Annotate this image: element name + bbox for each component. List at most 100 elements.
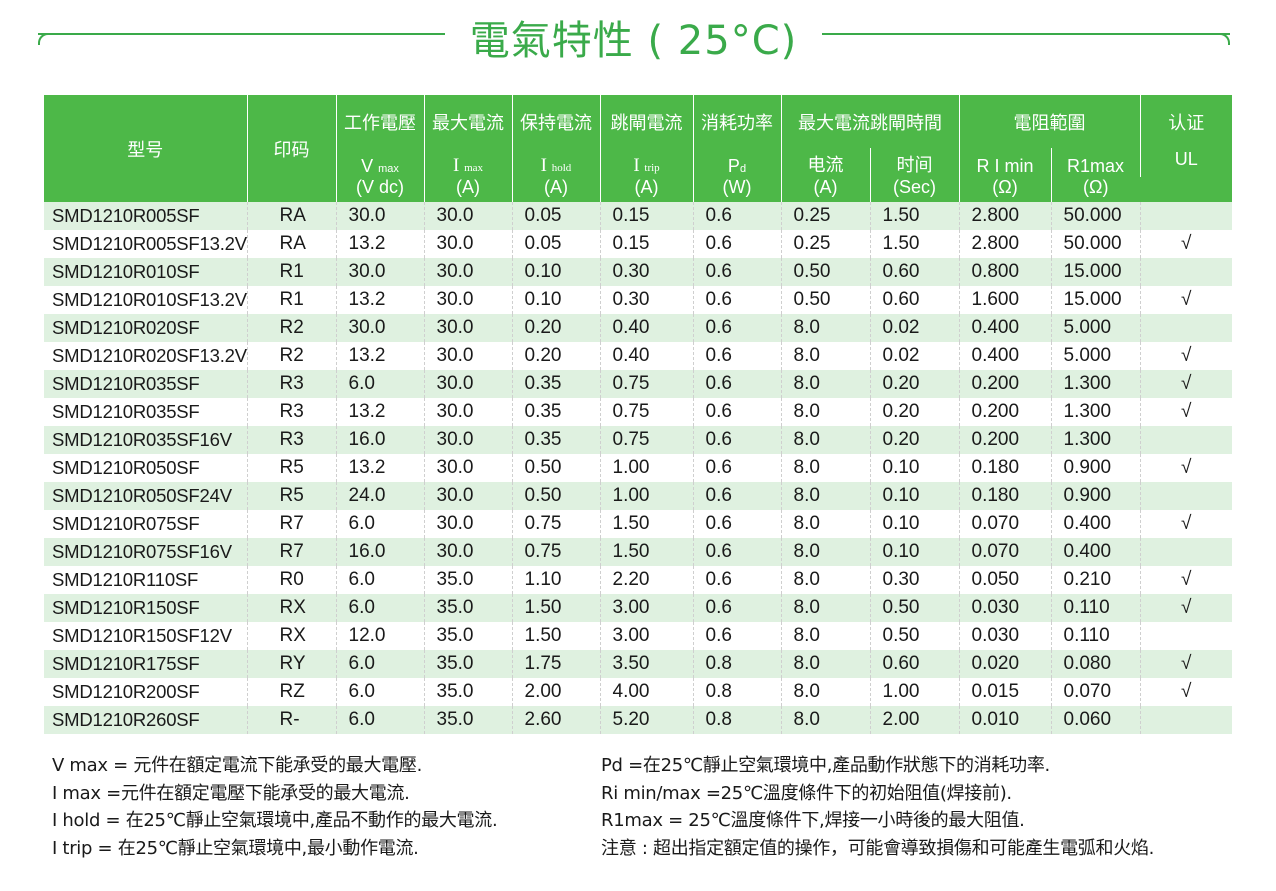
cell-pd: 0.8 xyxy=(693,678,782,706)
cell-trip-time: 0.60 xyxy=(870,286,960,314)
cell-rmin: 1.600 xyxy=(959,286,1052,314)
cell-model: SMD1210R005SF13.2V xyxy=(44,230,248,258)
header-pd: Pd xyxy=(693,148,782,177)
header-imax: I max xyxy=(424,148,513,177)
header-trip-current: 跳閘電流 xyxy=(600,95,694,148)
cell-rmax: 0.080 xyxy=(1051,650,1141,678)
header-max-trip-time: 最大電流跳閘時間 xyxy=(781,95,960,148)
cell-pd: 0.6 xyxy=(693,314,782,342)
cell-trip-current: 8.0 xyxy=(781,538,871,566)
table-row: SMD1210R050SF R5 13.2 30.0 0.50 1.00 0.6 8.0 0.1… xyxy=(44,454,1232,482)
table-row: SMD1210R020SF13.2V R2 13.2 30.0 0.20 0.40 0.6 8… xyxy=(44,342,1232,370)
cell-rmin: 2.800 xyxy=(959,230,1052,258)
table-row: SMD1210R035SF16V R3 16.0 30.0 0.35 0.75 0.6 8.0… xyxy=(44,426,1232,454)
cell-model: SMD1210R175SF xyxy=(44,650,248,678)
cell-mark: RA xyxy=(247,202,337,230)
cell-vmax: 30.0 xyxy=(336,314,425,342)
cell-ul: √ xyxy=(1181,513,1192,534)
cell-pd: 0.6 xyxy=(693,398,782,426)
cell-trip-current: 8.0 xyxy=(781,342,871,370)
header-ul: UL xyxy=(1140,148,1232,202)
cell-imax: 30.0 xyxy=(424,286,513,314)
cell-rmin: 0.030 xyxy=(959,622,1052,650)
cell-model: SMD1210R035SF xyxy=(44,370,248,398)
cell-ihold: 2.00 xyxy=(512,678,601,706)
cell-ul xyxy=(1140,314,1232,342)
cell-mark: R- xyxy=(247,706,337,734)
cell-itrip: 0.15 xyxy=(600,230,694,258)
cell-imax: 30.0 xyxy=(424,258,513,286)
header-ihold: I hold xyxy=(512,148,601,177)
cell-ul: √ xyxy=(1181,289,1192,310)
cell-ul xyxy=(1140,426,1232,454)
cell-ihold: 0.05 xyxy=(512,230,601,258)
cell-imax: 30.0 xyxy=(424,398,513,426)
cell-vmax: 12.0 xyxy=(336,622,425,650)
cell-trip-time: 0.10 xyxy=(870,538,960,566)
cell-model: SMD1210R150SF12V xyxy=(44,622,248,650)
page-title: 電氣特性 ( 25°C) xyxy=(469,18,798,64)
cell-pd: 0.8 xyxy=(693,650,782,678)
cell-itrip: 0.40 xyxy=(600,342,694,370)
cell-rmin: 0.050 xyxy=(959,566,1052,594)
cell-vmax: 30.0 xyxy=(336,258,425,286)
cell-rmax: 0.210 xyxy=(1051,566,1141,594)
table-body: SMD1210R005SF RA 30.0 30.0 0.05 0.15 0.6 0.25 1.… xyxy=(44,202,1232,734)
cell-ihold: 2.60 xyxy=(512,706,601,734)
cell-itrip: 1.00 xyxy=(600,482,694,510)
cell-trip-current: 8.0 xyxy=(781,678,871,706)
cell-mark: RX xyxy=(247,622,337,650)
cell-ihold: 0.05 xyxy=(512,202,601,230)
cell-itrip: 0.75 xyxy=(600,426,694,454)
cell-model: SMD1210R050SF xyxy=(44,454,248,482)
cell-imax: 30.0 xyxy=(424,342,513,370)
cell-model: SMD1210R010SF13.2V xyxy=(44,286,248,314)
note-pd: Pd =在25℃靜止空氣環境中,產品動作狀態下的消耗功率. xyxy=(601,755,1050,776)
cell-vmax: 13.2 xyxy=(336,454,425,482)
cell-ihold: 0.10 xyxy=(512,286,601,314)
title-rule-left xyxy=(38,33,445,45)
cell-trip-time: 0.50 xyxy=(870,622,960,650)
cell-trip-time: 0.02 xyxy=(870,314,960,342)
cell-itrip: 1.50 xyxy=(600,538,694,566)
cell-pd: 0.6 xyxy=(693,258,782,286)
cell-model: SMD1210R020SF13.2V xyxy=(44,342,248,370)
header-resistance: 電阻範圍 xyxy=(959,95,1141,148)
cell-pd: 0.6 xyxy=(693,566,782,594)
cell-rmin: 2.800 xyxy=(959,202,1052,230)
electrical-spec-table: 型号 印码 工作電壓 最大電流 保持電流 跳閘電流 消耗功率 最大電流跳閘時間 … xyxy=(44,95,1232,734)
cell-imax: 30.0 xyxy=(424,538,513,566)
cell-mark: R0 xyxy=(247,566,337,594)
cell-rmax: 50.000 xyxy=(1051,202,1141,230)
cell-rmax: 0.110 xyxy=(1051,594,1141,622)
cell-ihold: 1.10 xyxy=(512,566,601,594)
cell-model: SMD1210R020SF xyxy=(44,314,248,342)
cell-vmax: 6.0 xyxy=(336,594,425,622)
cell-trip-current: 8.0 xyxy=(781,594,871,622)
cell-vmax: 16.0 xyxy=(336,538,425,566)
cell-pd: 0.6 xyxy=(693,370,782,398)
cell-mark: RX xyxy=(247,594,337,622)
cell-imax: 35.0 xyxy=(424,566,513,594)
header-cert: 认证 xyxy=(1140,95,1232,148)
unit-itrip: (A) xyxy=(600,177,694,202)
cell-ihold: 1.75 xyxy=(512,650,601,678)
cell-ul: √ xyxy=(1181,233,1192,254)
cell-itrip: 0.40 xyxy=(600,314,694,342)
header-time-label: 时间 xyxy=(870,148,960,177)
cell-model: SMD1210R035SF16V xyxy=(44,426,248,454)
note-ri: Ri min/max =25℃溫度條件下的初始阻值(焊接前). xyxy=(601,782,1012,804)
header-power: 消耗功率 xyxy=(693,95,782,148)
header-mark: 印码 xyxy=(247,95,337,202)
cell-model: SMD1210R110SF xyxy=(44,566,248,594)
cell-rmax: 0.400 xyxy=(1051,538,1141,566)
cell-rmin: 0.200 xyxy=(959,370,1052,398)
cell-trip-current: 8.0 xyxy=(781,314,871,342)
cell-trip-current: 0.50 xyxy=(781,286,871,314)
cell-mark: RZ xyxy=(247,678,337,706)
table-row: SMD1210R005SF13.2V RA 13.2 30.0 0.05 0.15 0.6 0… xyxy=(44,230,1232,258)
cell-rmax: 0.060 xyxy=(1051,706,1141,734)
cell-ul xyxy=(1140,482,1232,510)
cell-trip-time: 0.02 xyxy=(870,342,960,370)
cell-rmax: 5.000 xyxy=(1051,342,1141,370)
